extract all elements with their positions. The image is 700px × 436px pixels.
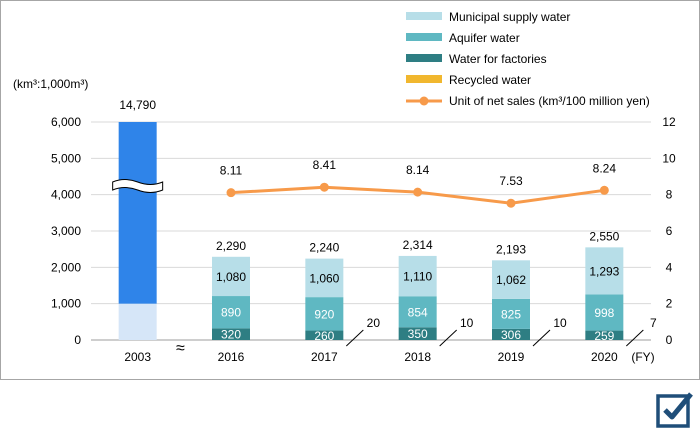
bar-segment-aquifer: [492, 298, 530, 329]
data-label-factories: 306: [501, 328, 521, 342]
legend-label: Municipal supply water: [449, 10, 570, 24]
data-label-aquifer: 825: [501, 307, 521, 321]
bar-segment-factories: [398, 327, 437, 340]
y-tick-label-right: 12: [662, 115, 676, 129]
data-label-line: 8.41: [313, 158, 337, 172]
legend-label: Water for factories: [449, 52, 547, 66]
bar-segment-municipal: [212, 256, 250, 297]
legend-swatch: [406, 33, 442, 41]
y-tick-label-right: 10: [662, 151, 676, 165]
y-tick-label-left: 2,000: [51, 260, 81, 274]
y-tick-label-left: 6,000: [51, 115, 81, 129]
data-label-municipal: 1,110: [403, 270, 432, 284]
bar-segment-factories: [305, 330, 344, 340]
data-label-recycled: 10: [460, 316, 474, 330]
data-label-total: 2,290: [216, 239, 246, 253]
bar-segment-factories: [492, 328, 530, 340]
data-label-municipal: 1,293: [589, 264, 619, 278]
x-tick-label: 2018: [404, 350, 431, 364]
data-label-municipal: 1,080: [216, 270, 246, 284]
data-label-factories: 320: [221, 328, 241, 342]
x-tick-label: 2003: [124, 350, 151, 364]
data-label-aquifer: 890: [221, 306, 241, 320]
y-tick-label-right: 6: [666, 224, 673, 238]
bar-segment-aquifer: [212, 296, 250, 329]
data-label-line: 8.14: [406, 163, 430, 177]
legend-label: Unit of net sales (km³/100 million yen): [449, 94, 650, 108]
line-point: [226, 188, 236, 198]
data-label-total: 2,240: [309, 241, 339, 255]
data-label-total: 2,314: [403, 238, 433, 252]
data-label-line: 8.24: [593, 161, 617, 175]
bar-segment-municipal: [305, 258, 344, 298]
data-label-line: 7.53: [499, 174, 523, 188]
x-axis-break-mark: ≈: [176, 340, 185, 357]
y-tick-label-left: 3,000: [51, 224, 81, 238]
x-axis-label: (FY): [631, 350, 654, 364]
bar-segment-factories: [212, 328, 250, 340]
bar-segment-aquifer: [398, 296, 437, 328]
legend-swatch: [406, 12, 442, 20]
data-label-factories: 259: [594, 329, 614, 343]
legend-swatch: [406, 75, 442, 83]
data-label-total: 2,193: [496, 242, 526, 256]
line-point: [599, 185, 609, 195]
bar-segment-municipal: [585, 247, 624, 295]
data-label-municipal: 1,060: [309, 271, 339, 285]
bar-segment-aquifer: [305, 297, 344, 331]
x-tick-label: 2019: [498, 350, 525, 364]
y-tick-label-left: 1,000: [51, 297, 81, 311]
y-tick-label-left: 0: [74, 333, 81, 347]
y-tick-label-left: 5,000: [51, 151, 81, 165]
data-label-recycled: 10: [553, 316, 567, 330]
bar-2003-base: [118, 303, 157, 340]
data-label-aquifer: 920: [314, 307, 334, 321]
y-tick-label-right: 8: [666, 188, 673, 202]
x-tick-label: 2016: [218, 350, 245, 364]
axis-break-mark: [112, 179, 164, 193]
data-label-total-2003: 14,790: [119, 98, 156, 112]
bar-segment-municipal: [492, 260, 530, 299]
chart-canvas: 0 1,000 2,000 3,000 4,000 5,000 6,000 0 2 4 6 8 10 12…: [13, 10, 676, 364]
x-tick-label: 2017: [311, 350, 338, 364]
legend-line-marker: [419, 96, 429, 106]
recycled-leader-line: [439, 329, 458, 347]
data-label-total: 2,550: [589, 229, 619, 243]
data-label-line: 8.11: [220, 164, 243, 178]
x-tick-label: 2020: [591, 350, 618, 364]
checkmark-icon: [656, 392, 693, 428]
recycled-leader-line: [345, 329, 364, 347]
data-label-recycled: 20: [367, 316, 381, 330]
line-point: [319, 182, 329, 192]
chart-frame: 0 1,000 2,000 3,000 4,000 5,000 6,000 0 2 4 6 8 10 12…: [0, 0, 700, 380]
data-label-municipal: 1,062: [496, 273, 526, 287]
y-tick-label-right: 2: [666, 297, 673, 311]
y-tick-label-left: 4,000: [51, 188, 81, 202]
bar-2003-total: [118, 122, 157, 304]
line-point: [413, 187, 423, 197]
bar-segment-municipal: [398, 255, 437, 297]
data-label-recycled: 7: [650, 316, 657, 330]
recycled-leader-line: [625, 329, 644, 347]
data-label-aquifer: 854: [408, 305, 428, 319]
legend-label: Recycled water: [449, 73, 531, 87]
legend-label: Aquifer water: [449, 31, 520, 45]
legend-swatch: [406, 54, 442, 62]
data-label-factories: 350: [408, 327, 428, 341]
data-label-factories: 260: [314, 329, 334, 343]
y-axis-unit-label: (km³:1,000m³): [13, 77, 88, 91]
y-tick-label-right: 0: [666, 333, 673, 347]
bar-segment-factories: [585, 330, 624, 340]
line-point: [506, 198, 516, 208]
recycled-leader-line: [532, 329, 551, 347]
bar-segment-aquifer: [585, 294, 624, 331]
y-tick-label-right: 4: [666, 260, 673, 274]
data-label-aquifer: 998: [594, 306, 614, 320]
